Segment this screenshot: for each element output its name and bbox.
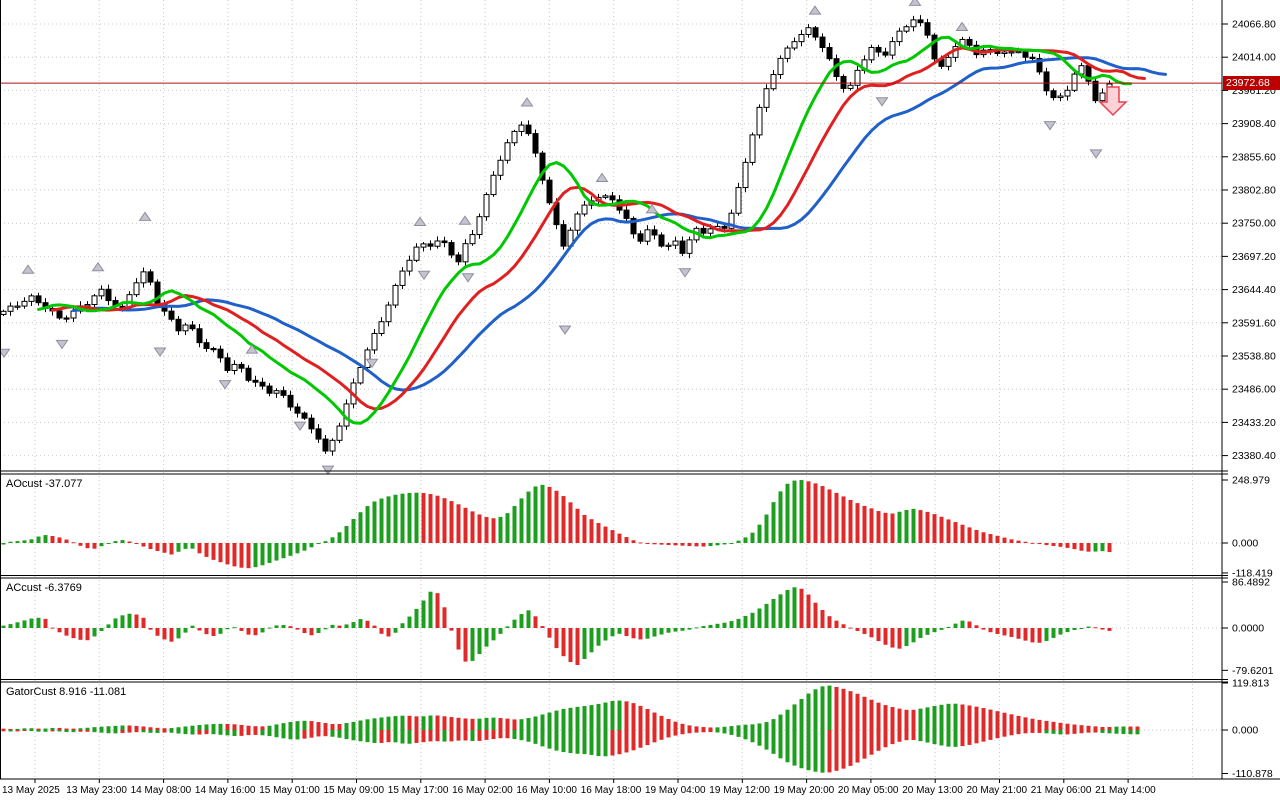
price-axis: 24066.8024014.0023961.2023908.4023855.60…: [1222, 19, 1276, 462]
time-axis-label: 13 May 2025: [2, 785, 60, 796]
fractal-down-icon: [875, 97, 889, 107]
ac-axis-label: -79.6201: [1232, 665, 1274, 677]
time-axis-label: 16 May 10:00: [516, 785, 577, 796]
sell-arrow-icon: [1098, 86, 1128, 117]
alligator-lines: [37, 35, 1167, 425]
ac-axis: 86.4892 0.0000 -79.6201: [1222, 577, 1274, 677]
gridlines: [0, 0, 1222, 779]
current-price-badge: 23972.68: [1223, 76, 1280, 90]
price-axis-label: 23908.40: [1232, 118, 1276, 130]
time-axis-label: 20 May 21:00: [967, 785, 1028, 796]
price-axis-label: 24066.80: [1232, 19, 1276, 31]
fractal-up-icon: [245, 344, 259, 354]
fractal-up-icon: [21, 264, 35, 274]
price-axis-label: 23591.60: [1232, 317, 1276, 329]
price-axis-label: 24014.00: [1232, 52, 1276, 64]
ao-axis-label: 0.000: [1232, 538, 1258, 550]
alligator-lips-line: [37, 35, 1132, 425]
fractal-up-icon: [458, 215, 472, 225]
time-axis-label: 15 May 09:00: [324, 785, 385, 796]
gator-histogram-lower: [1, 730, 1140, 773]
fractal-arrows: [0, 0, 1103, 476]
fractal-up-icon: [138, 211, 152, 221]
time-axis-label: 14 May 08:00: [131, 785, 192, 796]
ao-histogram: [1, 480, 1112, 569]
fractal-up-icon: [520, 97, 534, 107]
ao-axis: 248.979 0.000 -118.419: [1222, 475, 1273, 579]
fractal-up-icon: [645, 203, 659, 214]
fractal-down-icon: [293, 421, 307, 432]
fractal-up-icon: [908, 0, 922, 6]
price-axis-label: 23802.80: [1232, 184, 1276, 196]
fractal-down-icon: [321, 465, 335, 476]
fractal-up-icon: [595, 172, 609, 182]
fractal-down-icon: [1043, 121, 1057, 131]
price-axis-label: 23644.40: [1232, 284, 1276, 296]
time-axis-label: 13 May 23:00: [66, 785, 127, 796]
time-axis: 13 May 2025 13 May 23:00 14 May 08:00 14 Ma…: [2, 779, 1156, 796]
alligator-jaw-line: [72, 56, 1167, 392]
price-axis-label: 23380.40: [1232, 450, 1276, 462]
ao-panel-label: AOcust -37.077: [6, 478, 83, 490]
time-axis-label: 21 May 06:00: [1031, 785, 1092, 796]
gator-axis-label: -110.878: [1232, 768, 1273, 780]
candles-layer: [0, 15, 1113, 456]
fractal-down-icon: [417, 270, 431, 281]
fractal-up-icon: [91, 261, 105, 272]
time-axis-label: 20 May 13:00: [902, 785, 963, 796]
time-axis-label: 14 May 16:00: [195, 785, 256, 796]
fractal-down-icon: [0, 348, 11, 359]
price-axis-label: 23538.80: [1232, 350, 1276, 362]
time-axis-label: 15 May 01:00: [259, 785, 320, 796]
time-axis-label: 16 May 02:00: [452, 785, 513, 796]
alligator-teeth-line: [51, 46, 1146, 411]
price-axis-label: 23855.60: [1232, 151, 1276, 163]
ao-axis-label: 248.979: [1232, 475, 1270, 487]
price-axis-label: 23433.20: [1232, 417, 1276, 429]
price-axis-label: 23697.20: [1232, 251, 1276, 263]
ac-panel-label: ACcust -6.3769: [6, 582, 82, 594]
ac-axis-label: 0.0000: [1232, 623, 1264, 635]
fractal-down-icon: [153, 347, 167, 357]
fractal-down-icon: [365, 358, 379, 369]
fractal-up-icon: [955, 21, 969, 32]
fractal-down-icon: [558, 325, 572, 335]
fractal-down-icon: [1089, 149, 1103, 159]
time-axis-label: 15 May 17:00: [388, 785, 449, 796]
ac-histogram: [1, 587, 1112, 666]
fractal-down-icon: [218, 380, 232, 390]
time-axis-label: 21 May 14:00: [1095, 785, 1156, 796]
time-axis-label: 16 May 18:00: [581, 785, 642, 796]
time-axis-label: 19 May 20:00: [774, 785, 835, 796]
price-axis-label: 23750.00: [1232, 218, 1276, 230]
time-axis-label: 20 May 05:00: [838, 785, 899, 796]
fractal-down-icon: [678, 268, 692, 278]
ao-axis-label: -118.419: [1232, 567, 1273, 579]
gator-axis: 119.813 0.000 -110.878: [1222, 678, 1273, 780]
gator-axis-label: 0.000: [1232, 725, 1258, 737]
time-axis-label: 19 May 12:00: [709, 785, 770, 796]
ac-axis-label: 86.4892: [1232, 577, 1270, 589]
fractal-up-icon: [413, 216, 427, 226]
price-axis-label: 23486.00: [1232, 384, 1276, 396]
gator-histogram-upper: [1, 685, 1140, 731]
fractal-up-icon: [808, 5, 822, 15]
gator-panel-label: GatorCust 8.916 -11.081: [6, 686, 127, 698]
time-axis-label: 19 May 04:00: [645, 785, 706, 796]
gator-axis-label: 119.813: [1232, 678, 1269, 690]
fractal-down-icon: [461, 273, 475, 283]
fractal-down-icon: [55, 339, 69, 350]
